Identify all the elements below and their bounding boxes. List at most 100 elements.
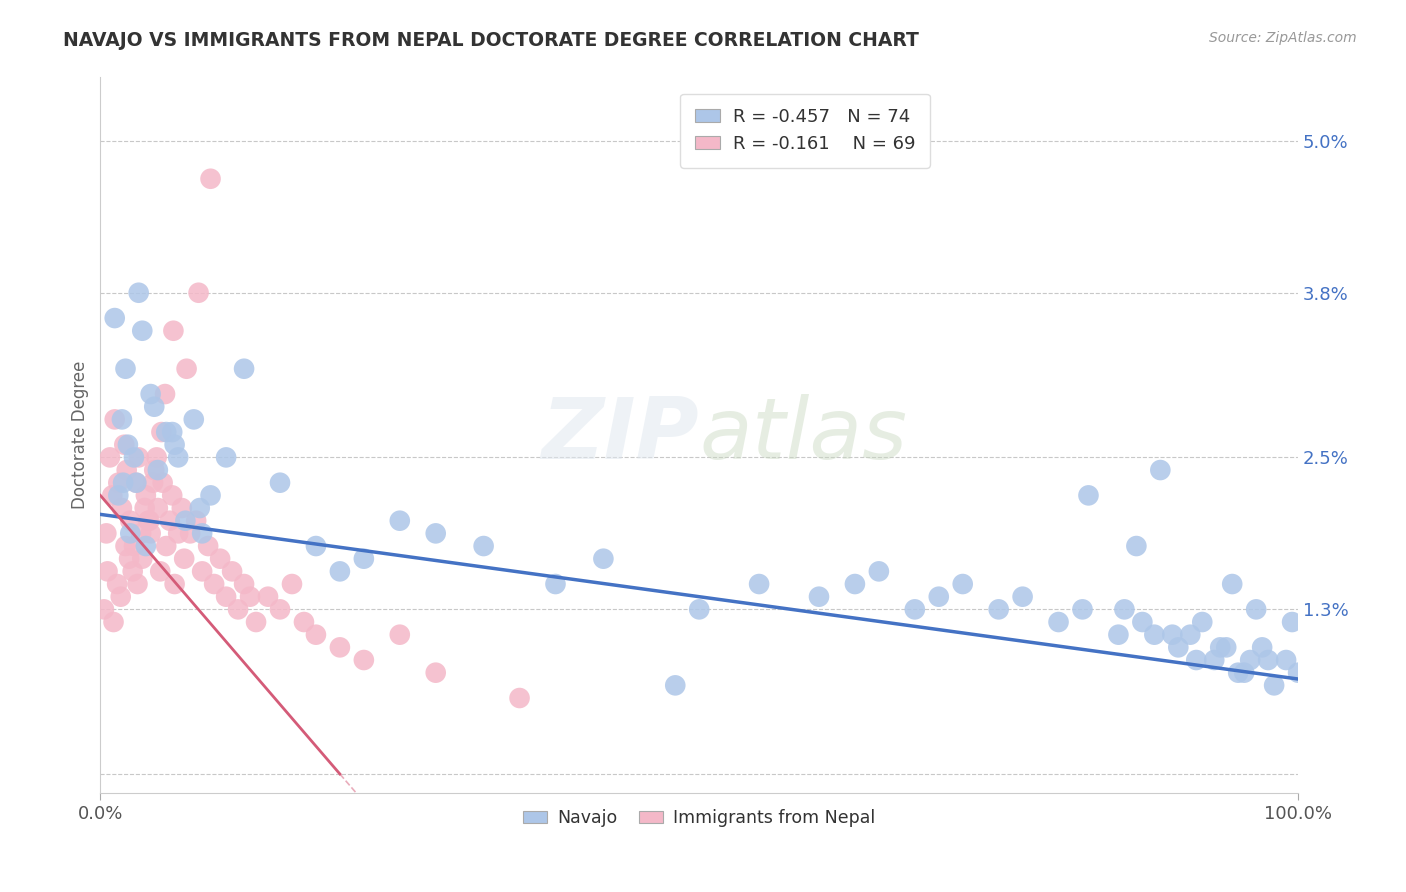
Point [353, 551, 375, 566]
Point [127, 577, 149, 591]
Point [170, 501, 193, 516]
Point [904, 602, 927, 616]
Point [179, 526, 201, 541]
Point [1132, 615, 1154, 629]
Text: Source: ZipAtlas.com: Source: ZipAtlas.com [1209, 31, 1357, 45]
Point [146, 463, 169, 477]
Point [134, 501, 156, 516]
Point [139, 387, 162, 401]
Point [952, 577, 974, 591]
Point [1143, 628, 1166, 642]
Point [125, 475, 148, 490]
Point [112, 438, 135, 452]
Point [1191, 615, 1213, 629]
Point [200, 171, 222, 186]
Point [162, 324, 184, 338]
Point [173, 551, 195, 566]
Point [353, 653, 375, 667]
Point [96, 526, 118, 541]
Point [269, 602, 291, 616]
Point [111, 412, 134, 426]
Point [153, 387, 176, 401]
Point [96, 565, 118, 579]
Point [135, 539, 157, 553]
Point [388, 514, 411, 528]
Point [1244, 602, 1267, 616]
Point [139, 526, 162, 541]
Point [1161, 628, 1184, 642]
Point [183, 412, 205, 426]
Point [1204, 653, 1226, 667]
Point [1227, 665, 1250, 680]
Point [159, 514, 181, 528]
Point [107, 475, 129, 490]
Point [292, 615, 315, 629]
Point [160, 488, 183, 502]
Point [209, 551, 232, 566]
Point [1286, 665, 1309, 680]
Legend: Navajo, Immigrants from Nepal: Navajo, Immigrants from Nepal [516, 803, 883, 834]
Point [115, 463, 138, 477]
Point [191, 526, 214, 541]
Point [120, 526, 142, 541]
Point [233, 361, 256, 376]
Point [200, 488, 222, 502]
Point [167, 526, 190, 541]
Text: ZIP: ZIP [541, 393, 699, 476]
Point [1251, 640, 1274, 655]
Point [1275, 653, 1298, 667]
Point [1047, 615, 1070, 629]
Point [1011, 590, 1033, 604]
Point [1263, 678, 1285, 692]
Point [128, 285, 150, 300]
Point [1071, 602, 1094, 616]
Point [1125, 539, 1147, 553]
Point [544, 577, 567, 591]
Point [844, 577, 866, 591]
Point [688, 602, 710, 616]
Point [121, 565, 143, 579]
Point [155, 425, 177, 439]
Point [98, 450, 121, 465]
Point [425, 526, 447, 541]
Point [245, 615, 267, 629]
Point [1257, 653, 1279, 667]
Point [987, 602, 1010, 616]
Point [748, 577, 770, 591]
Point [226, 602, 249, 616]
Point [215, 450, 238, 465]
Point [135, 488, 157, 502]
Point [152, 475, 174, 490]
Point [215, 590, 238, 604]
Point [592, 551, 614, 566]
Point [122, 539, 145, 553]
Point [149, 565, 172, 579]
Point [112, 475, 135, 490]
Point [509, 691, 531, 706]
Point [167, 450, 190, 465]
Point [114, 361, 136, 376]
Point [120, 514, 142, 528]
Point [281, 577, 304, 591]
Point [142, 475, 165, 490]
Point [425, 665, 447, 680]
Point [257, 590, 280, 604]
Text: NAVAJO VS IMMIGRANTS FROM NEPAL DOCTORATE DEGREE CORRELATION CHART: NAVAJO VS IMMIGRANTS FROM NEPAL DOCTORAT… [63, 31, 920, 50]
Point [111, 501, 134, 516]
Point [928, 590, 950, 604]
Point [1167, 640, 1189, 655]
Point [104, 311, 127, 326]
Point [128, 450, 150, 465]
Point [110, 590, 132, 604]
Point [103, 615, 125, 629]
Point [1281, 615, 1303, 629]
Point [143, 463, 166, 477]
Point [1233, 665, 1256, 680]
Point [136, 514, 159, 528]
Point [239, 590, 262, 604]
Point [807, 590, 830, 604]
Point [868, 565, 890, 579]
Point [163, 438, 186, 452]
Point [138, 514, 160, 528]
Point [150, 425, 173, 439]
